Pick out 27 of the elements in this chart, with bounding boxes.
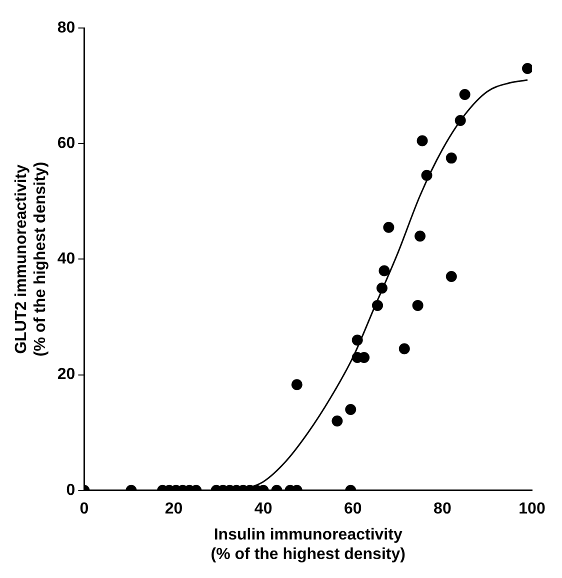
- point: [459, 88, 470, 100]
- x-tick-label: 40: [254, 500, 272, 518]
- point: [412, 300, 424, 311]
- point: [398, 343, 410, 354]
- x-tick-label: 0: [80, 500, 89, 518]
- point: [446, 271, 457, 282]
- y-tick-label: 40: [57, 250, 76, 268]
- point: [372, 300, 384, 311]
- x-tick-label: 100: [518, 500, 546, 518]
- x-tick-label: 60: [344, 500, 362, 518]
- x-tick-label: 80: [434, 500, 452, 518]
- y-tick-label: 60: [57, 135, 76, 152]
- point: [446, 152, 457, 164]
- point: [383, 222, 394, 233]
- x-tick-label: 20: [164, 500, 183, 518]
- point: [416, 135, 428, 146]
- point: [421, 170, 432, 181]
- y-axis-title: GLUT2 immunoreactivity (% of the highest density): [13, 162, 50, 357]
- point: [454, 114, 466, 126]
- y-tick-label: 80: [57, 19, 76, 36]
- point: [376, 282, 388, 294]
- point: [352, 334, 363, 346]
- x-axis-title: Insulin immunoreactivity (% of the highest density): [210, 526, 406, 563]
- point: [378, 265, 390, 276]
- y-tick-label: 0: [66, 482, 76, 499]
- point: [414, 230, 426, 242]
- y-tick-label: 20: [57, 366, 76, 384]
